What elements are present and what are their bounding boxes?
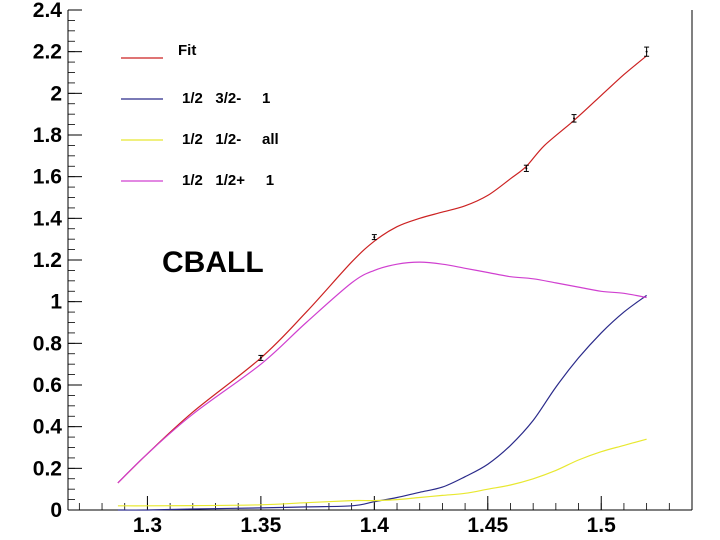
legend-label-0: Fit: [178, 42, 196, 59]
y-tick-label: 2: [50, 82, 62, 105]
annotation-label: CBALL: [162, 246, 264, 279]
y-tick-label: 2.4: [33, 0, 63, 22]
y-tick-label: 1.2: [33, 249, 62, 272]
series-lines: [117, 55, 647, 511]
y-tick-label: 0.8: [33, 332, 63, 355]
x-tick-label: 1.4: [360, 514, 390, 537]
x-tick-label: 1.5: [587, 514, 617, 537]
y-tick-label: 2.2: [33, 41, 62, 64]
x-tick-label: 1.3: [133, 514, 162, 537]
error-point: [573, 117, 576, 120]
y-tick-label: 1.6: [33, 166, 62, 189]
series-line-3: [117, 261, 647, 484]
legend-label-3: 1/2 1/2+ 1: [182, 172, 274, 189]
y-tick-label: 1.4: [33, 207, 63, 230]
error-point: [525, 167, 528, 170]
y-tick-label: 1.8: [33, 124, 63, 147]
x-axis: 1.3 1.35 1.4 1.45 1.5: [78, 496, 693, 537]
series-line-2: [117, 438, 647, 507]
y-tick-label: 0.6: [33, 374, 62, 397]
y-tick-label: 0.4: [33, 416, 63, 439]
x-tick-label: 1.45: [467, 514, 508, 537]
error-point: [373, 236, 376, 239]
y-axis: 0 0.2 0.4 0.6 0.8 1 1.2 1.4 1.6 1.8 2 2.2 2.4: [33, 0, 82, 522]
legend-label-2: 1/2 1/2- all: [182, 131, 279, 148]
y-tick-label: 0.2: [33, 457, 62, 480]
x-tick-label: 1.35: [240, 514, 281, 537]
legend-label-1: 1/2 3/2- 1: [182, 90, 270, 107]
error-point: [645, 50, 648, 53]
error-point: [259, 356, 262, 359]
y-tick-label: 1: [50, 291, 62, 314]
error-bars: [258, 46, 650, 361]
series-line-1: [117, 294, 647, 511]
legend: Fit 1/2 3/2- 1 1/2 1/2- all 1/2 1/2+ 1: [121, 42, 279, 189]
y-tick-label: 0: [50, 499, 62, 522]
